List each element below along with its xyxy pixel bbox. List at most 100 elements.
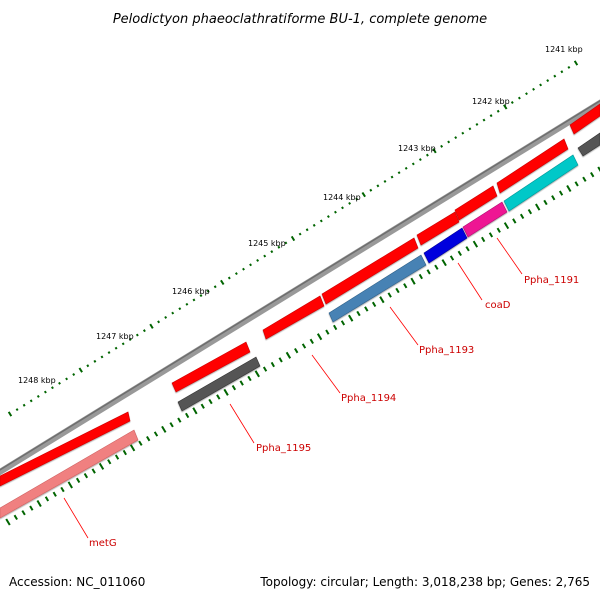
- minor-tick: [481, 236, 486, 243]
- genome-backbone: [0, 99, 600, 476]
- minor-tick: [496, 109, 500, 113]
- gene-feature-coaD[interactable]: [423, 227, 468, 264]
- minor-tick: [434, 264, 439, 270]
- ruler-label-1244: 1244 kbp: [323, 193, 361, 202]
- genome-summary-text: Topology: circular; Length: 3,018,238 bp…: [259, 575, 590, 589]
- gene-feature[interactable]: [577, 132, 600, 157]
- minor-tick: [369, 188, 373, 192]
- gene-feature-metG[interactable]: [0, 429, 139, 519]
- leader-line: [389, 306, 419, 346]
- leader-line: [311, 354, 341, 394]
- minor-tick: [532, 87, 535, 91]
- minor-tick: [298, 232, 302, 236]
- major-tick: [5, 518, 11, 526]
- minor-tick: [93, 359, 97, 363]
- minor-tick: [213, 285, 217, 289]
- minor-tick: [519, 213, 525, 220]
- minor-tick: [128, 337, 132, 341]
- minor-tick: [199, 294, 203, 298]
- minor-tick: [107, 459, 112, 465]
- minor-tick: [100, 355, 104, 359]
- minor-tick: [356, 310, 361, 317]
- minor-tick: [185, 302, 189, 306]
- gene-feature-Ppha_1195[interactable]: [177, 356, 261, 412]
- minor-tick: [263, 254, 267, 258]
- minor-tick: [488, 232, 494, 238]
- minor-tick: [231, 384, 237, 391]
- cds-feature[interactable]: [496, 138, 569, 194]
- minor-tick: [383, 179, 387, 183]
- cds-feature[interactable]: [321, 237, 419, 305]
- minor-tick: [539, 83, 543, 87]
- major-tick: [316, 333, 323, 341]
- minor-tick: [216, 394, 221, 400]
- minor-tick: [75, 477, 81, 484]
- gene-leaders: [63, 237, 523, 539]
- minor-tick: [249, 263, 252, 267]
- major-tick: [472, 240, 479, 248]
- feature-track-inner: [0, 132, 600, 519]
- major-tick: [7, 411, 13, 417]
- minor-tick: [227, 276, 231, 280]
- major-tick: [361, 191, 366, 198]
- minor-tick: [340, 320, 346, 326]
- major-tick: [36, 499, 42, 508]
- cds-feature[interactable]: [0, 411, 131, 487]
- minor-tick: [510, 101, 514, 104]
- ruler-label-1246: 1246 kbp: [172, 287, 210, 296]
- minor-tick: [567, 65, 571, 69]
- cds-feature[interactable]: [262, 295, 325, 340]
- minor-tick: [58, 381, 61, 385]
- minor-tick: [138, 440, 143, 446]
- minor-tick: [309, 338, 314, 345]
- major-tick: [149, 323, 154, 329]
- minor-tick: [326, 215, 330, 219]
- minor-tick: [449, 255, 455, 261]
- cds-feature[interactable]: [454, 185, 498, 221]
- minor-tick: [277, 245, 281, 249]
- minor-tick: [234, 272, 238, 276]
- minor-tick: [164, 315, 168, 319]
- gene-label-Ppha_1193[interactable]: Ppha_1193: [419, 345, 474, 356]
- major-tick: [535, 203, 541, 211]
- major-tick: [573, 60, 579, 66]
- gene-label-coaD[interactable]: coaD: [485, 300, 511, 311]
- gene-feature[interactable]: [503, 154, 579, 212]
- minor-tick: [404, 166, 408, 170]
- cds-feature[interactable]: [416, 211, 460, 246]
- major-tick: [566, 184, 572, 193]
- minor-tick: [553, 74, 557, 78]
- minor-tick: [312, 223, 316, 227]
- major-tick: [129, 444, 136, 452]
- map-title: Pelodictyon phaeoclathratiforme BU-1, co…: [113, 12, 487, 27]
- minor-tick: [294, 347, 299, 354]
- gene-feature-Ppha_1193[interactable]: [328, 254, 427, 323]
- cds-feature[interactable]: [569, 103, 600, 135]
- minor-tick: [387, 292, 392, 298]
- minor-tick: [454, 136, 458, 140]
- minor-tick: [457, 250, 462, 257]
- gene-label-Ppha_1191[interactable]: Ppha_1191: [524, 275, 579, 286]
- major-tick: [192, 407, 198, 415]
- cds-track-forward: [0, 103, 600, 487]
- gene-label-metG[interactable]: metG: [89, 538, 117, 549]
- minor-tick: [256, 258, 260, 262]
- minor-tick: [418, 273, 423, 280]
- major-tick: [161, 425, 167, 433]
- minor-tick: [447, 140, 451, 144]
- gene-label-Ppha_1195[interactable]: Ppha_1195: [256, 443, 311, 454]
- minor-tick: [239, 380, 244, 386]
- minor-tick: [574, 181, 579, 187]
- minor-tick: [52, 491, 57, 497]
- cds-feature[interactable]: [171, 341, 251, 393]
- minor-tick: [355, 197, 359, 201]
- minor-tick: [72, 373, 76, 376]
- minor-tick: [468, 127, 472, 131]
- minor-tick: [15, 408, 19, 412]
- gene-label-Ppha_1194[interactable]: Ppha_1194: [341, 393, 396, 404]
- minor-tick: [301, 343, 307, 349]
- gene-feature-Ppha_1191[interactable]: [462, 201, 508, 238]
- minor-tick: [403, 283, 408, 289]
- minor-tick: [83, 472, 89, 479]
